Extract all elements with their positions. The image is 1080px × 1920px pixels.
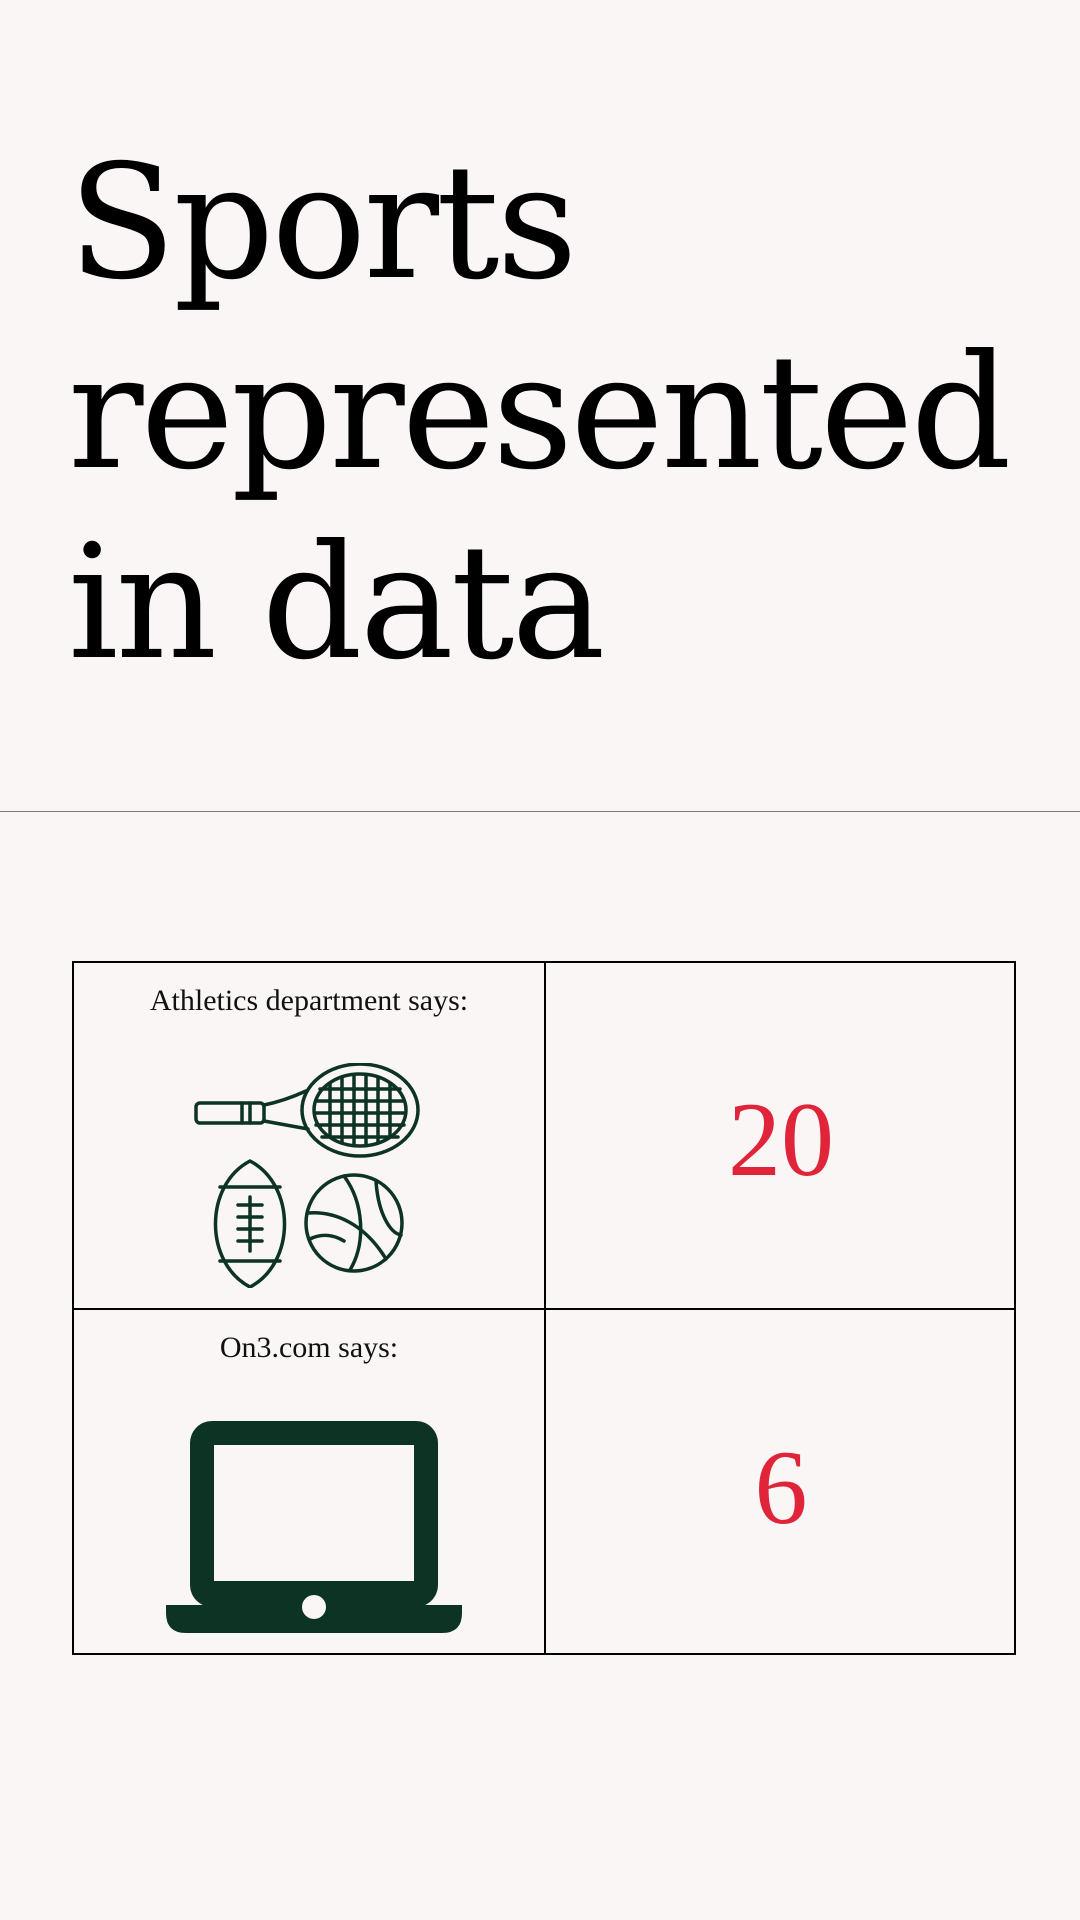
laptop-icon [166, 1421, 462, 1633]
on3-value: 6 [754, 1429, 808, 1546]
table-horizontal-divider [74, 1308, 1014, 1310]
athletics-value: 20 [728, 1081, 834, 1198]
page-title: Sports represented in data [68, 128, 1028, 698]
sports-equipment-icon [194, 1063, 424, 1288]
title-line-2: represented [68, 321, 1012, 505]
title-line-3: in data [68, 511, 606, 695]
section-divider [0, 811, 1080, 812]
on3-label: On3.com says: [219, 1331, 399, 1364]
title-line-1: Sports [68, 131, 578, 315]
comparison-table: Athletics department says: [72, 961, 1016, 1655]
athletics-label: Athletics department says: [149, 984, 469, 1017]
